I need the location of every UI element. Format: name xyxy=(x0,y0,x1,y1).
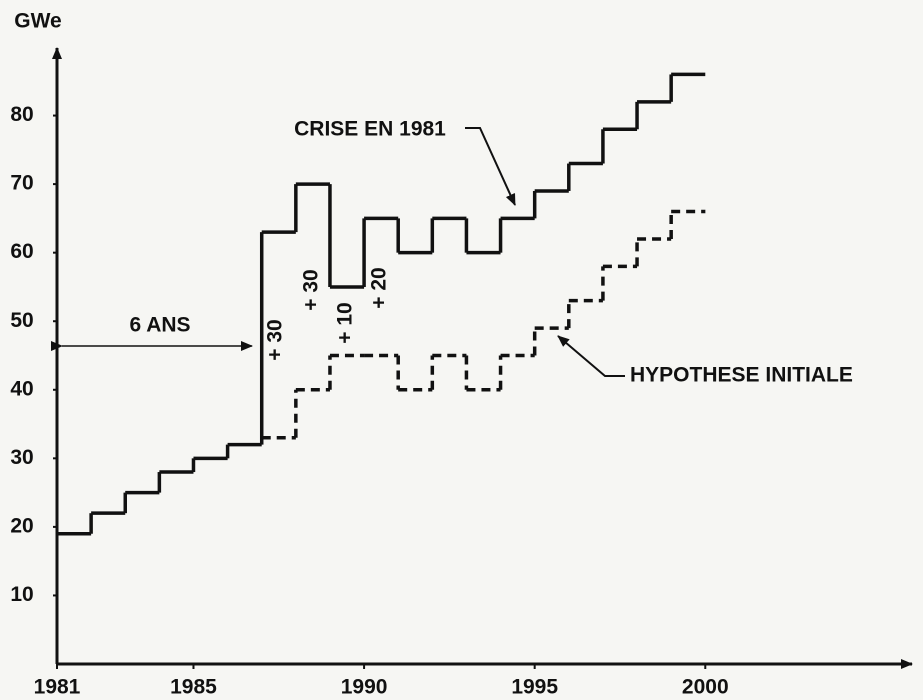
series-label: CRISE EN 1981 xyxy=(294,118,446,141)
y-tick-label: 10 xyxy=(10,583,33,606)
pointer-arrow xyxy=(465,127,516,206)
y-tick-label: 30 xyxy=(10,446,33,469)
x-tick-label: 1990 xyxy=(341,676,388,699)
x-tick-label: 1995 xyxy=(511,676,558,699)
y-tick-label: 60 xyxy=(10,240,33,263)
x-tick-label: 2000 xyxy=(682,676,729,699)
y-tick-label: 20 xyxy=(10,514,33,537)
y-tick-label: 40 xyxy=(10,377,33,400)
y-tick-label: 80 xyxy=(10,103,33,126)
y-axis-label: GWe xyxy=(14,10,61,33)
pointer-arrow xyxy=(557,335,625,377)
annotation: 6 ANS xyxy=(129,314,190,337)
series-label: HYPOTHESE INITIALE xyxy=(630,364,853,387)
x-tick-label: 1985 xyxy=(170,676,217,699)
x-tick-label: 1981 xyxy=(34,676,81,699)
annotation: + 20 xyxy=(368,267,391,308)
y-tick-label: 50 xyxy=(10,309,33,332)
annotation: + 30 xyxy=(300,269,323,310)
y-tick-label: 70 xyxy=(10,172,33,195)
annotation: + 10 xyxy=(334,302,357,343)
annotation: + 30 xyxy=(264,319,287,360)
